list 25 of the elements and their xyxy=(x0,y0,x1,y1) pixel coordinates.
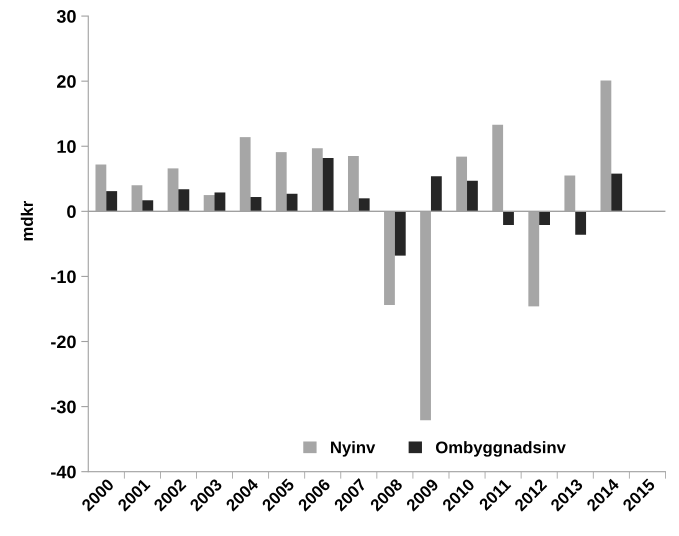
y-tick-label: 30 xyxy=(56,10,76,23)
y-tick-label: -30 xyxy=(51,400,76,414)
bar xyxy=(539,211,550,226)
bar xyxy=(467,180,478,212)
y-axis-title: mdkr xyxy=(20,200,34,240)
bar xyxy=(286,194,298,212)
bar xyxy=(394,211,406,256)
legend-label: Nyinv xyxy=(331,441,376,457)
bar xyxy=(178,189,190,212)
y-tick-label: -40 xyxy=(51,466,76,478)
y-tick-label: 10 xyxy=(58,140,76,153)
y-tick-label: 0 xyxy=(67,205,76,218)
bar xyxy=(358,198,370,212)
bar xyxy=(611,174,622,212)
bar xyxy=(503,211,514,226)
y-tick-label: -10 xyxy=(51,270,76,284)
bar xyxy=(430,176,442,212)
bar xyxy=(106,191,118,212)
bar xyxy=(575,211,586,235)
bar xyxy=(214,192,226,212)
legend-label: Ombyggnadsinv xyxy=(436,441,566,457)
y-tick-label: 20 xyxy=(57,75,76,88)
bar xyxy=(250,197,262,212)
bar xyxy=(322,158,334,212)
y-tick-label: -20 xyxy=(51,335,76,348)
